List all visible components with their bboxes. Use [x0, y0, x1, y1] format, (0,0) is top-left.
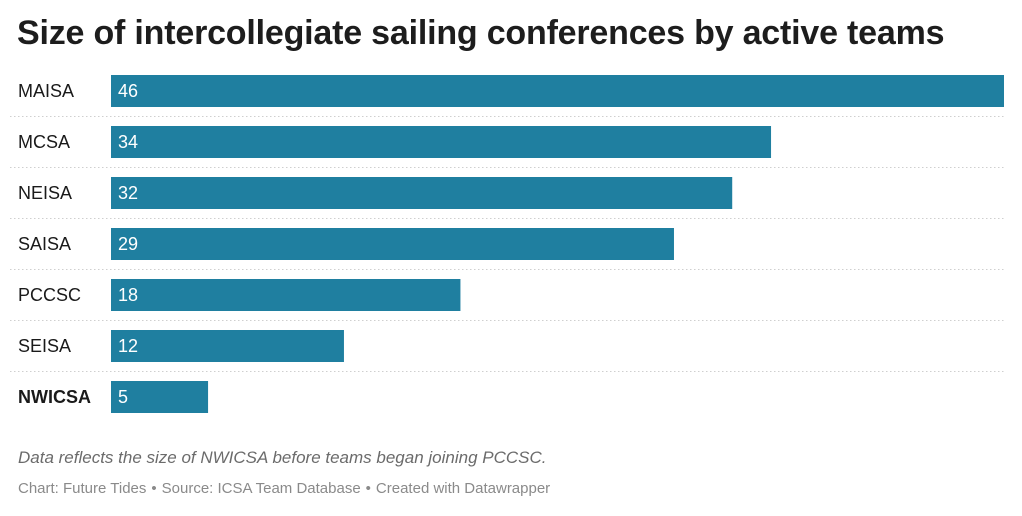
bar — [111, 75, 1004, 107]
chart-credits: Chart: Future Tides • Source: ICSA Team Da… — [18, 480, 550, 497]
value-label: 12 — [118, 336, 138, 356]
bar — [111, 177, 733, 209]
credit-source: Source: ICSA Team Database — [161, 480, 361, 497]
chart-note: Data reflects the size of NWICSA before … — [18, 448, 547, 467]
credit-chart: Chart: Future Tides — [18, 480, 147, 497]
credit-separator: • — [365, 480, 371, 497]
value-label: 29 — [118, 234, 138, 254]
category-label: SAISA — [18, 234, 71, 254]
value-label: 46 — [118, 81, 138, 101]
bar — [111, 381, 209, 413]
credit-separator: • — [151, 480, 157, 497]
category-label: NEISA — [18, 183, 72, 203]
value-label: 34 — [118, 132, 138, 152]
value-label: 32 — [118, 183, 138, 203]
category-label: MCSA — [18, 132, 70, 152]
bar — [111, 279, 461, 311]
category-label: NWICSA — [18, 387, 91, 407]
chart-title: Size of intercollegiate sailing conferen… — [17, 14, 945, 52]
category-label: SEISA — [18, 336, 71, 356]
bar-chart: MAISA 46 MCSA 34 NEISA 32 SAISA 29 PCCSC 18 SEISA 1… — [10, 75, 1004, 413]
bar — [111, 126, 772, 158]
bar — [111, 228, 674, 260]
value-label: 18 — [118, 285, 138, 305]
category-label: MAISA — [18, 81, 74, 101]
category-label: PCCSC — [18, 285, 81, 305]
bar — [111, 330, 344, 362]
credit-created: Created with Datawrapper — [375, 480, 551, 497]
value-label: 5 — [118, 387, 128, 407]
